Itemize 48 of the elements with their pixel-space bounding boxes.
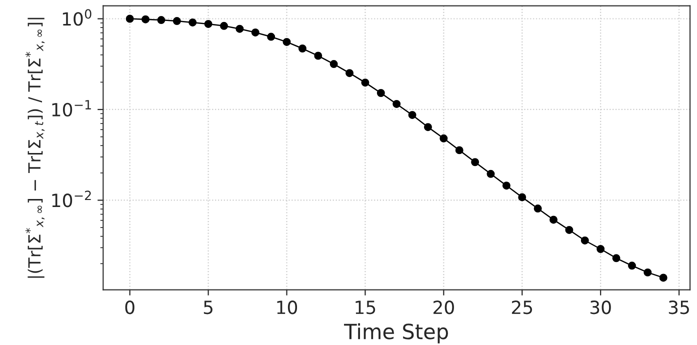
point (251, 28, 260, 36)
point (534, 204, 542, 213)
x-tick-label: 10 (277, 300, 298, 314)
point (392, 100, 401, 108)
point (188, 18, 197, 26)
point (172, 17, 181, 26)
point (330, 60, 338, 68)
x-axis-title: Time Step (344, 323, 448, 344)
x-tick-label: 5 (204, 300, 212, 314)
x-tick-label: 35 (668, 300, 689, 314)
point (314, 52, 322, 60)
point (346, 69, 354, 78)
point (282, 38, 291, 46)
point (126, 14, 134, 23)
point (361, 78, 370, 87)
point (408, 110, 416, 119)
x-tick-label: 15 (356, 300, 376, 314)
point (236, 24, 244, 33)
point (376, 89, 385, 97)
point (518, 193, 526, 202)
point (455, 146, 464, 154)
point (440, 134, 448, 142)
point (220, 22, 228, 30)
x-tick-label: 30 (590, 300, 611, 314)
point (644, 268, 652, 276)
point (659, 274, 668, 282)
point (580, 236, 589, 244)
point (471, 158, 480, 166)
point (565, 226, 574, 234)
y-tick-label: 10$^{−1}$ (52, 100, 91, 116)
y-tick-label: 10$^{−2}$ (52, 190, 91, 208)
point (267, 32, 276, 41)
x-tick-label: 0 (125, 300, 134, 314)
point (628, 262, 636, 270)
point (612, 254, 620, 262)
point (424, 123, 432, 132)
x-tick-label: 25 (512, 300, 532, 314)
point (142, 15, 150, 24)
point (550, 216, 558, 224)
point (502, 182, 510, 190)
x-tick-label: 20 (434, 300, 454, 314)
point (157, 16, 166, 24)
point (204, 20, 212, 28)
point (596, 245, 605, 253)
y-tick-label: 10$^{0}$ (62, 9, 92, 26)
point (486, 170, 495, 178)
text: |(Tr[Σ$^{*}$$_{x,∞}$] − Tr[Σ$_{x,t}$]) / Tr[Σ$^{*}$$_{x,∞}$]| (25, 18, 45, 278)
point (298, 44, 306, 52)
